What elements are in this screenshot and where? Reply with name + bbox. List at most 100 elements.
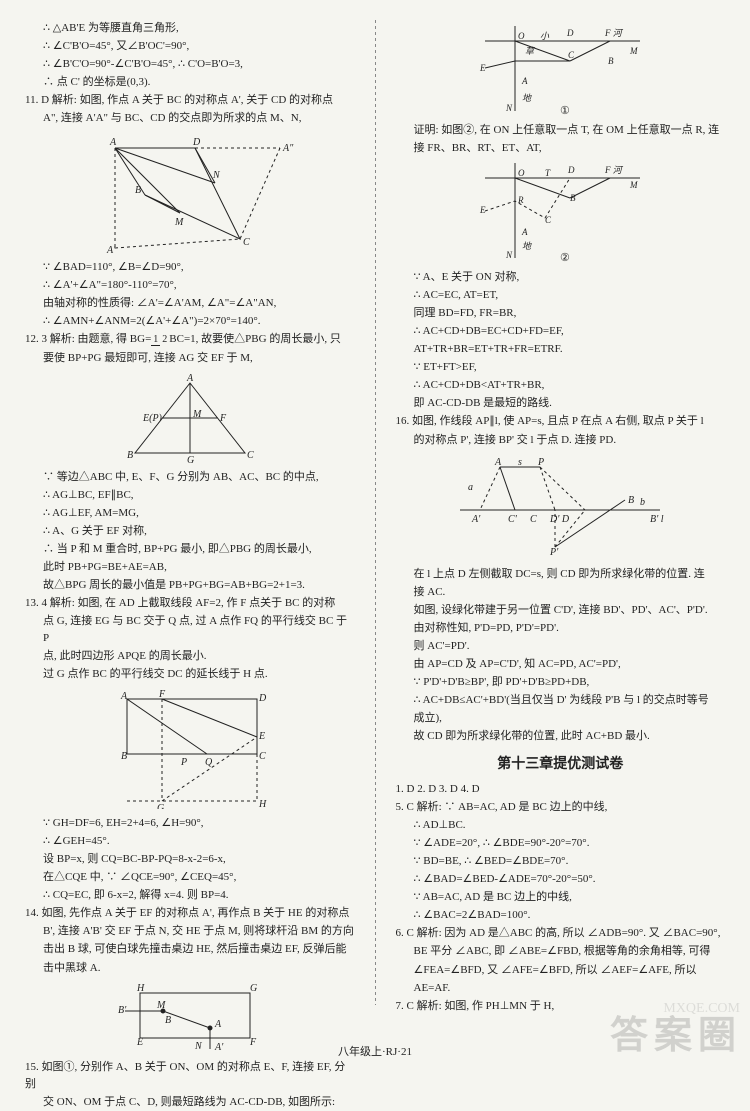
text: ∴ ∠BAD=∠BED-∠ADE=70°-20°=50°. (396, 871, 726, 888)
q11-text: 11. D 解析: 如图, 作点 A 关于 BC 的对称点 A', 关于 CD … (25, 92, 355, 109)
text: ∴ 当 P 和 M 重合时, BP+PG 最小, 即△PBG 的周长最小, (25, 541, 355, 558)
svg-text:B' l: B' l (650, 514, 664, 525)
svg-text:F 河: F 河 (604, 28, 624, 38)
figure-q13: AF DE BP QC GH (107, 689, 272, 809)
svg-text:C: C (259, 751, 266, 762)
text: 设 BP=x, 则 CQ=BC-BP-PQ=8-x-2=6-x, (25, 851, 355, 868)
svg-text:C: C (243, 237, 250, 248)
text: 由对称性知, P'D=PD, P'D'=PD'. (396, 620, 726, 637)
watermark-logo: 答案圈 (610, 1004, 742, 1059)
text: ∠FEA=∠BFD, 又 ∠AFE=∠BFD, 所以 ∠AEF=∠AFE, 所以 (396, 962, 726, 979)
svg-text:G: G (250, 983, 257, 994)
text: 点, 此时四边形 APQE 的周长最小. (25, 648, 355, 665)
text: 故 CD 即为所求绿化带的位置, 此时 AC+BD 最小. (396, 728, 726, 745)
svg-text:G: G (187, 455, 194, 463)
text: ∵ ∠BAD=110°, ∠B=∠D=90°, (25, 259, 355, 276)
figure-q16: AsP aBb A'C'C D' DB' l P' (450, 455, 670, 560)
svg-text:M: M (629, 46, 638, 56)
svg-text:N: N (505, 103, 513, 113)
svg-text:M: M (174, 217, 184, 228)
svg-text:M: M (192, 409, 202, 420)
svg-text:N: N (212, 170, 221, 181)
text: ∵ ∠ADE=20°, ∴ ∠BDE=90°-20°=70°. (396, 835, 726, 852)
q12-text: 12. 3 解析: 由题意, 得 BG=12BC=1, 故要使△PBG 的周长最… (25, 331, 355, 348)
svg-text:H: H (258, 799, 267, 809)
svg-text:D' D: D' D (549, 514, 570, 525)
svg-text:M: M (629, 180, 638, 190)
text: 交 ON、OM 于点 C、D, 则最短路线为 AC-CD-DB, 如图所示: (25, 1094, 355, 1111)
svg-text:b: b (640, 497, 645, 508)
svg-text:P: P (180, 757, 187, 768)
svg-text:A": A" (282, 143, 294, 154)
text: 即 AC-CD-DB 是最短的路线. (396, 395, 726, 412)
svg-text:B: B (121, 751, 127, 762)
text: 由轴对称的性质得: ∠A'=∠A'AM, ∠A"=∠A"AN, (25, 295, 355, 312)
text: 此时 PB+PG=BE+AE=AB, (25, 559, 355, 576)
a6-text: 6. C 解析: 因为 AD 是△ABC 的高, 所以 ∠ADB=90°. 又 … (396, 925, 726, 942)
q15-text: 15. 如图①, 分别作 A、B 关于 ON、OM 的对称点 E、F, 连接 E… (25, 1059, 355, 1093)
svg-text:G: G (157, 803, 164, 809)
text: ∵ AB=AC, AD 是 BC 边上的中线, (396, 889, 726, 906)
figure-r2: OTD F 河M ER CB A地N ② (470, 163, 650, 263)
svg-text:P: P (537, 457, 544, 468)
svg-text:D: D (566, 28, 574, 38)
text: 要使 BP+PG 最短即可, 连接 AG 交 EF 于 M, (25, 350, 355, 367)
text: ∵ GH=DF=6, EH=2+4=6, ∠H=90°, (25, 815, 355, 832)
svg-text:E: E (479, 205, 486, 215)
text: 接 FR、BR、RT、ET、AT, (396, 140, 726, 157)
text: ∴ CQ=EC, 即 6-x=2, 解得 x=4. 则 BP=4. (25, 887, 355, 904)
svg-text:s: s (518, 457, 522, 468)
svg-text:B: B (628, 495, 634, 506)
q14-text: 14. 如图, 先作点 A 关于 EF 的对称点 A', 再作点 B 关于 HE… (25, 905, 355, 922)
svg-text:B: B (127, 450, 133, 461)
text: ∵ BD=BE, ∴ ∠BED=∠BDE=70°. (396, 853, 726, 870)
text: ∵ ET+FT>EF, (396, 359, 726, 376)
svg-text:C: C (568, 50, 575, 60)
text: ∴ AG⊥EF, AM=MG, (25, 505, 355, 522)
figure-q12: AB CG E(P)F M (115, 373, 265, 463)
text: ∴ ∠A'+∠A"=180°-110°=70°, (25, 277, 355, 294)
svg-text:A: A (214, 1019, 222, 1030)
figure-r1: O小D F 河M 草CB EA 地N ① (470, 26, 650, 116)
text: ∴ AC+CD+DB<AT+TR+BR, (396, 377, 726, 394)
svg-text:①: ① (560, 105, 570, 116)
text: 点 G, 连接 EG 与 BC 交于 Q 点, 过 A 点作 FQ 的平行线交 … (25, 613, 355, 647)
text: BE 平分 ∠ABC, 即 ∠ABE=∠FBD, 根据等角的余角相等, 可得 (396, 943, 726, 960)
svg-text:小: 小 (540, 31, 550, 41)
text: 故△BPG 周长的最小值是 PB+PG+BG=AB+BG=2+1=3. (25, 577, 355, 594)
text: 同理 BD=FD, FR=BR, (396, 305, 726, 322)
text: AE=AF. (396, 980, 726, 997)
text: 由 AP=CD 及 AP=C'D', 知 AC=PD, AC'=PD', (396, 656, 726, 673)
text: 成立), (396, 710, 726, 727)
text: B', 连接 A'B' 交 EF 于点 N, 交 HE 于点 M, 则将球杆沿 … (25, 923, 355, 940)
text: ∴ ∠AMN+∠ANM=2(∠A'+∠A")=2×70°=140°. (25, 313, 355, 330)
svg-text:A': A' (106, 245, 116, 253)
svg-text:T: T (545, 168, 551, 178)
text: ∴ ∠B'C'O=90°-∠C'B'O=45°, ∴ C'O=B'O=3, (25, 56, 355, 73)
svg-text:E(P): E(P) (142, 413, 163, 424)
text: ∴ AC=EC, AT=ET, (396, 287, 726, 304)
text: ∴ AC+DB≤AC'+BD'(当且仅当 D' 为线段 P'B 与 l 的交点时… (396, 692, 726, 709)
text: 如图, 设绿化带建于另一位置 C'D', 连接 BD'、PD'、AC'、P'D'… (396, 602, 726, 619)
svg-text:A: A (521, 227, 528, 237)
q16-text: 16. 如图, 作线段 AP∥l, 使 AP=s, 且点 P 在点 A 右侧, … (396, 413, 726, 430)
text: ∴ AD⊥BC. (396, 817, 726, 834)
svg-text:R: R (517, 195, 524, 205)
text: AT+TR+BR=ET+TR+FR=ETRF. (396, 341, 726, 358)
svg-text:A': A' (471, 514, 481, 525)
svg-text:A: A (109, 137, 117, 148)
text: ∴ AG⊥BC, EF∥BC, (25, 487, 355, 504)
text: 接 AC. (396, 584, 726, 601)
svg-text:Q: Q (205, 757, 213, 768)
svg-text:D: D (192, 137, 201, 148)
text: 过 G 点作 BC 的平行线交 DC 的延长线于 H 点. (25, 666, 355, 683)
svg-text:地: 地 (522, 241, 532, 251)
figure-q11: AD A"B NM CA' (85, 133, 295, 253)
svg-text:D: D (567, 165, 575, 175)
svg-text:B: B (570, 193, 576, 203)
svg-text:A: A (521, 76, 528, 86)
svg-text:草: 草 (525, 46, 536, 56)
svg-text:O: O (518, 168, 525, 178)
text: 则 AC'=PD'. (396, 638, 726, 655)
q13-text: 13. 4 解析: 如图, 在 AD 上截取线段 AF=2, 作 F 点关于 B… (25, 595, 355, 612)
